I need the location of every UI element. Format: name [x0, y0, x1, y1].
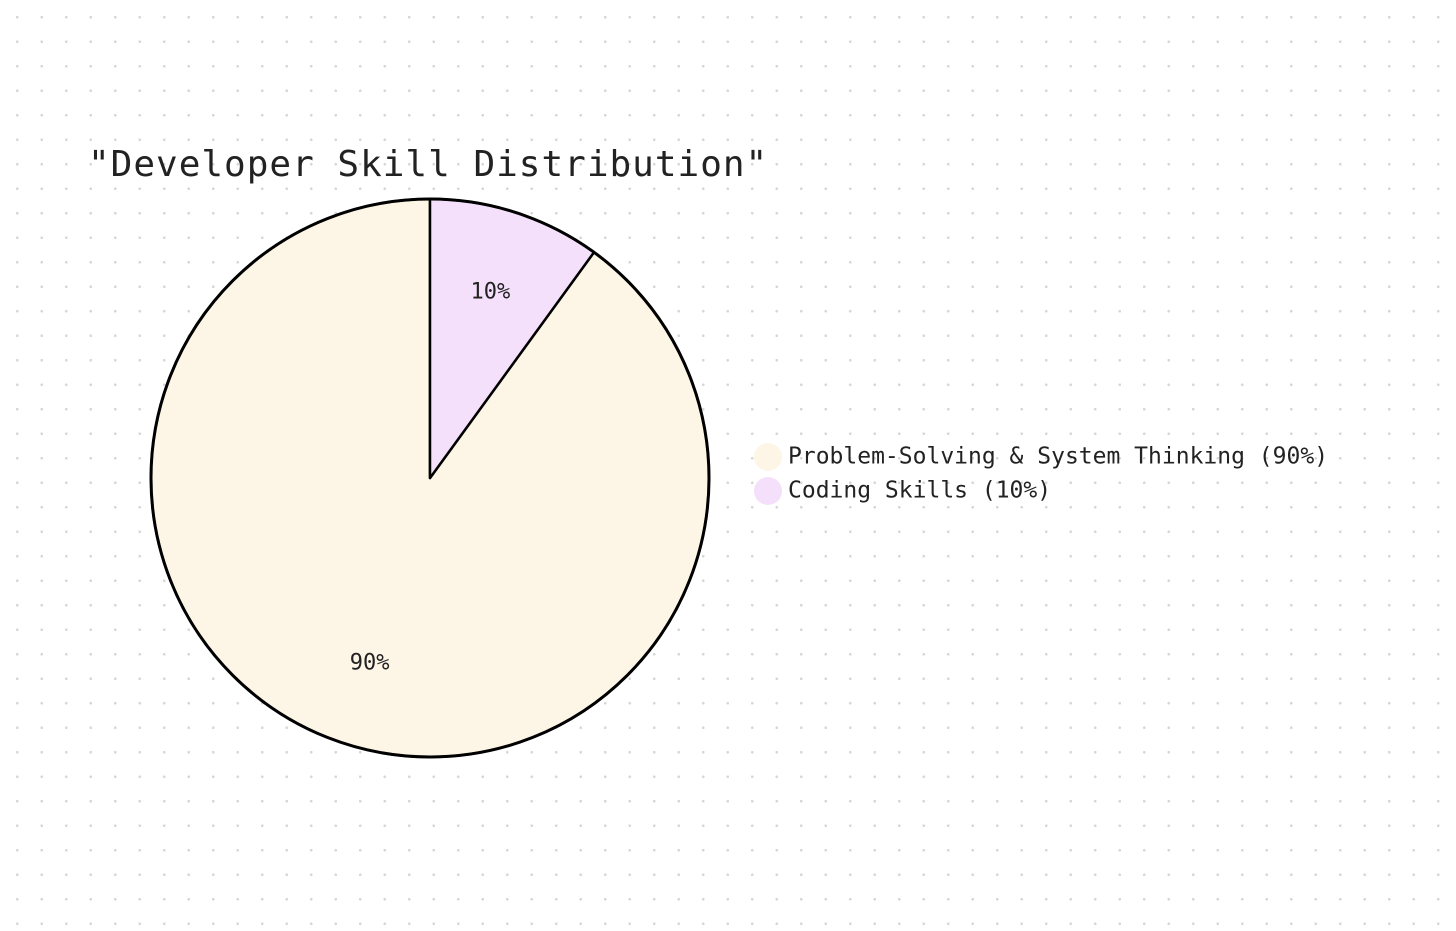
- pie-slice-labels: 90% 10%: [350, 279, 510, 675]
- legend-label-problem-solving-system-thinking: Problem-Solving & System Thinking (90%): [788, 444, 1328, 470]
- legend-swatch-problem-solving-system-thinking: [754, 443, 782, 471]
- pie-slices: [149, 197, 711, 759]
- legend-swatch-coding-skills: [754, 477, 782, 505]
- slice-value-label: 90%: [350, 651, 390, 676]
- pie-outline: [149, 197, 711, 759]
- chart-title: "Developer Skill Distribution": [88, 144, 768, 185]
- slice-value-label: 10%: [470, 279, 510, 304]
- chart-legend: Problem-Solving & System Thinking (90%) C…: [754, 443, 1328, 505]
- legend-label-coding-skills: Coding Skills (10%): [788, 478, 1051, 504]
